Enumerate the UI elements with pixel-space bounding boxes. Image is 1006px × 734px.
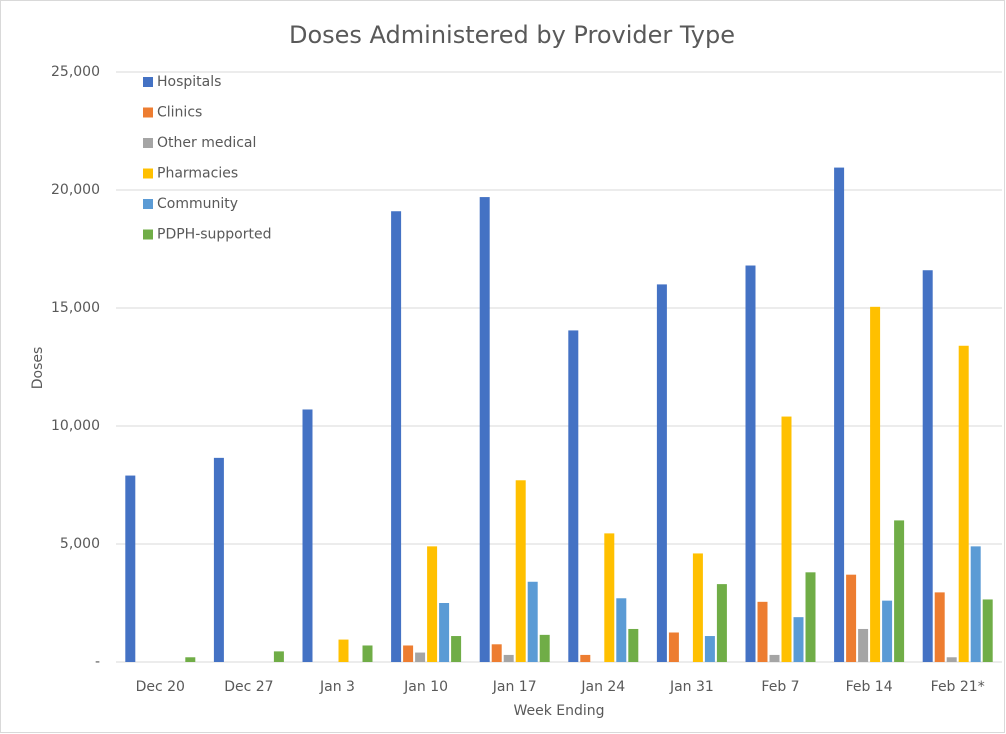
legend-label: Clinics	[157, 105, 202, 121]
bar	[302, 409, 313, 662]
bar	[922, 270, 933, 662]
x-tick-label: Feb 21*	[931, 679, 985, 695]
legend-swatch	[143, 168, 153, 179]
bar	[479, 197, 490, 662]
bar	[834, 167, 845, 662]
bar	[793, 617, 804, 662]
bar	[515, 480, 526, 662]
y-tick-label: 25,000	[51, 64, 100, 80]
bar	[391, 211, 402, 663]
y-axis-label: Doses	[30, 347, 46, 390]
bar	[958, 345, 969, 662]
bar	[805, 572, 816, 662]
bar	[503, 654, 514, 662]
bar	[716, 584, 727, 662]
x-tick-label: Jan 3	[319, 679, 355, 695]
bar	[882, 600, 893, 662]
bar	[970, 546, 981, 662]
legend-label: Pharmacies	[157, 166, 238, 182]
legend-swatch	[143, 199, 153, 209]
bar	[273, 651, 284, 662]
legend-label: Community	[157, 196, 238, 212]
bar	[692, 553, 703, 662]
bar	[982, 599, 993, 662]
bar	[769, 654, 780, 662]
x-tick-label: Feb 14	[846, 679, 893, 695]
x-tick-label: Dec 27	[224, 679, 273, 695]
bar	[668, 632, 679, 662]
bar	[894, 520, 905, 662]
legend-swatch	[143, 107, 153, 118]
x-tick-label: Dec 20	[136, 679, 185, 695]
bar	[568, 330, 579, 662]
bar	[934, 592, 945, 662]
legend-label: Hospitals	[157, 74, 221, 90]
bar	[870, 306, 881, 662]
x-tick-label: Feb 7	[761, 679, 799, 695]
bar	[338, 639, 349, 662]
bar	[527, 581, 538, 662]
bar	[781, 416, 792, 662]
bar	[427, 546, 438, 662]
x-tick-label: Jan 17	[492, 679, 537, 695]
bar	[704, 636, 715, 662]
bar	[757, 601, 768, 662]
legend-label: PDPH-supported	[157, 227, 272, 243]
bar	[946, 657, 957, 662]
chart-title: Doses Administered by Provider Type	[289, 21, 735, 49]
bar	[125, 475, 136, 662]
legend-swatch	[143, 77, 153, 87]
bar	[745, 265, 756, 662]
bar	[403, 645, 414, 662]
bar	[362, 645, 373, 662]
y-tick-label: -	[95, 654, 100, 670]
bar	[415, 652, 426, 662]
bar	[858, 628, 869, 662]
bar	[539, 634, 550, 662]
bar	[491, 644, 502, 662]
y-tick-label: 10,000	[51, 418, 100, 434]
legend-label: Other medical	[157, 135, 256, 151]
legend-swatch	[143, 229, 153, 240]
x-tick-label: Jan 31	[669, 679, 714, 695]
x-axis-label: Week Ending	[513, 703, 604, 719]
y-tick-label: 15,000	[51, 300, 100, 316]
x-tick-label: Jan 24	[580, 679, 625, 695]
bar	[439, 603, 450, 662]
bar	[616, 598, 627, 662]
bar	[604, 533, 615, 662]
bar	[846, 574, 857, 662]
bar	[580, 654, 591, 662]
x-tick-label: Jan 10	[403, 679, 448, 695]
y-tick-label: 5,000	[60, 536, 100, 552]
bar	[451, 636, 462, 662]
legend-swatch	[143, 138, 153, 148]
y-tick-label: 20,000	[51, 182, 100, 198]
bar	[213, 457, 224, 662]
bar	[628, 628, 639, 662]
bar	[656, 284, 667, 662]
bar	[185, 657, 196, 662]
